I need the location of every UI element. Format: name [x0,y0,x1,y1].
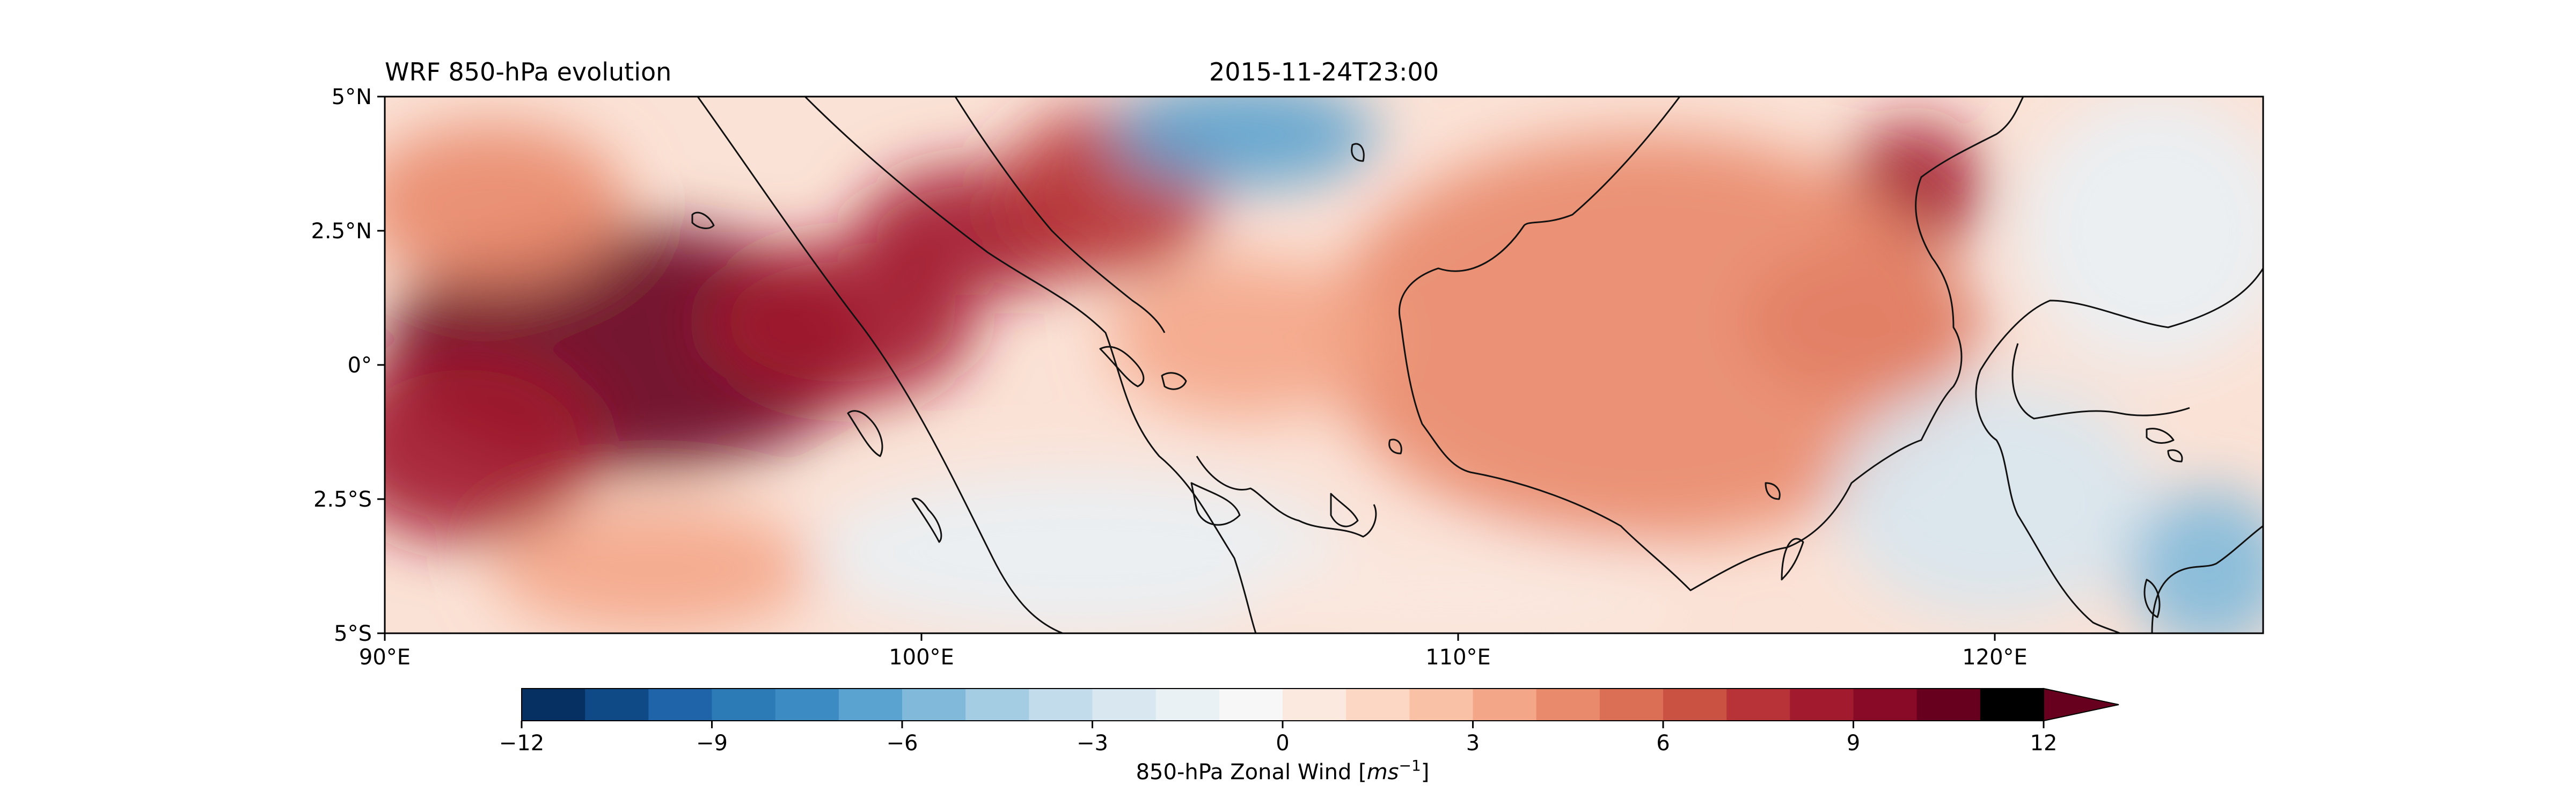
x-tick-label: 120°E [1962,645,2028,670]
colorbar-cell [1346,689,1410,721]
island-siberut [911,497,942,543]
wind-blob [1109,97,1378,188]
coastline-sulawesi-gulf [2011,343,2190,420]
island-lingga [1190,482,1241,526]
colorbar-cell [1155,689,1220,721]
colorbar-label: 850-hPa Zonal Wind [ms−1] [1136,757,1430,785]
colorbar-label-end: ] [1421,760,1430,785]
x-tick-label: 100°E [889,645,954,670]
title-center: 2015-11-24T23:00 [1209,57,1439,86]
island-belitung [1161,372,1187,390]
colorbar-cell [1473,689,1537,721]
y-tick-label: 2.5°S [313,487,372,512]
colorbar-cell [522,689,586,721]
coastline-sumatra-west [697,97,1063,633]
colorbar-cells [521,687,2119,722]
y-tick-label: 5°S [334,621,372,646]
wind-blob [1324,134,1968,542]
colorbar-cell [1409,689,1474,721]
coastline-sulawesi-south [2151,525,2263,633]
wind-blob [385,349,599,542]
colorbar-cell [902,689,966,721]
colorbar-cell [1599,689,1664,721]
island-nias [847,410,883,457]
colorbar-ticks: −12 −9 −6 −3 0 3 6 9 12 [499,721,2058,756]
colorbar-cell [1219,689,1283,721]
map-panel: 90°E 100°E 110°E 120°E 5°N 2.5°N 0° 2.5°S 5°S [311,85,2264,670]
wind-blob [814,472,1351,633]
colorbar-tick-label: −6 [887,731,918,756]
coastline-borneo [1399,97,2024,591]
island-natuna [1351,143,1365,162]
map-x-axis: 90°E 100°E 110°E 120°E [359,633,2028,670]
island-kangean [1765,482,1781,500]
colorbar-cell [1663,689,1727,721]
wind-blob [385,123,626,284]
y-tick-label: 5°N [332,85,372,109]
colorbar-extend-arrow [2043,687,2119,722]
island-simeulue [691,211,715,229]
coastlines [691,97,2263,633]
title-left: WRF 850-hPa evolution [385,57,671,86]
wind-blob [1109,258,1378,419]
coastline-sulawesi [1975,268,2263,633]
colorbar-label-exp: −1 [1399,757,1421,774]
colorbar-cell [775,689,839,721]
colorbar-tick-label: 3 [1466,731,1480,756]
colorbar-cell [1283,689,1346,721]
colorbar-label-main: 850-hPa Zonal Wind [ [1136,760,1367,785]
x-tick-label: 90°E [359,645,411,670]
colorbar-cell [965,689,1030,721]
colorbar-tick-label: −9 [696,731,728,756]
colorbar-cell [1916,689,1981,721]
colorbar-cell [585,689,649,721]
colorbar-cell [1536,689,1600,721]
colorbar-tick-label: −3 [1077,731,1108,756]
wind-blob [492,504,814,633]
colorbar-cell [648,689,713,721]
island-bawean [1330,493,1359,528]
y-tick-label: 0° [348,353,372,378]
island-sula [2146,428,2175,444]
colorbar-cell [1790,689,1854,721]
colorbar: −12 −9 −6 −3 0 3 6 9 12 850-hPa Zonal Wind [ms−1… [499,687,2119,785]
colorbar-label-unit: ms [1367,760,1399,785]
island-flores [1781,538,1804,581]
y-tick-label: 2.5°N [311,219,372,244]
colorbar-cell [838,689,903,721]
colorbar-tick-label: 9 [1847,731,1860,756]
coastline-java [1196,456,1377,538]
colorbar-tick-label: −12 [499,731,544,756]
x-tick-label: 110°E [1425,645,1491,670]
wind-blob [2129,488,2263,633]
wind-blob [1834,381,2156,617]
colorbar-tick-label: 6 [1656,731,1670,756]
colorbar-cell [712,689,776,721]
island-buton [2143,579,2161,618]
colorbar-cell [1092,689,1157,721]
colorbar-tick-label: 0 [1276,731,1289,756]
island-banggai [2167,449,2183,463]
wind-field [385,97,2263,633]
wind-blob [1243,542,1673,633]
colorbar-cell [1029,689,1093,721]
wind-blob [2022,97,2263,365]
map-y-axis: 5°N 2.5°N 0° 2.5°S 5°S [311,85,385,646]
coastline-sumatra-east [804,97,1257,633]
coastline-malay-peninsula [954,97,1166,333]
colorbar-cell [1853,689,1918,721]
colorbar-cell [1980,689,2044,721]
island-karimata [1388,438,1402,455]
colorbar-tick-label: 12 [2030,731,2058,756]
island-bangka [1099,346,1145,387]
colorbar-cell [1726,689,1791,721]
